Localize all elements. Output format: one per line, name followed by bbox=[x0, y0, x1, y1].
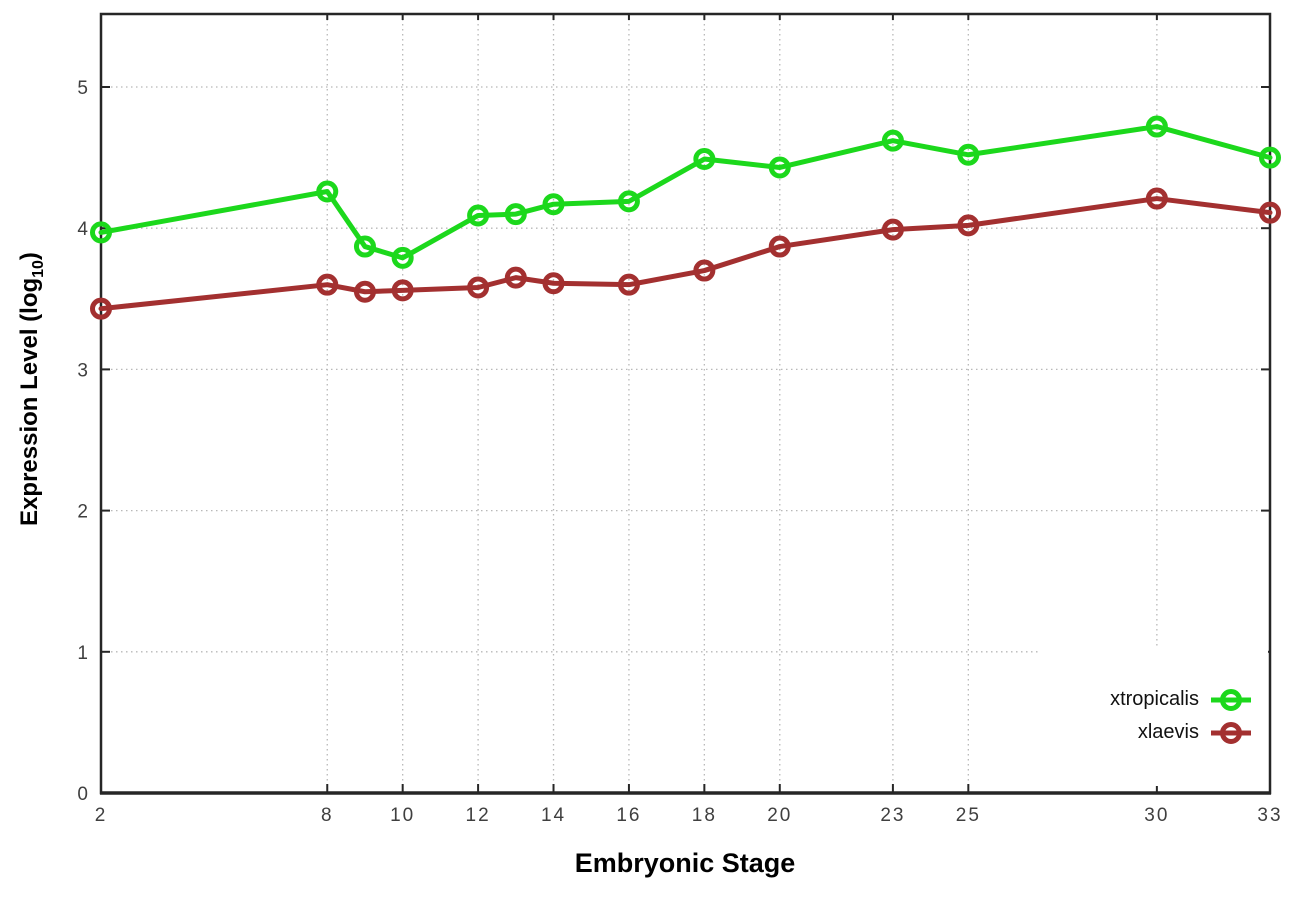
svg-text:2: 2 bbox=[95, 805, 108, 826]
svg-text:2: 2 bbox=[77, 502, 88, 523]
svg-text:12: 12 bbox=[466, 805, 491, 826]
svg-text:33: 33 bbox=[1257, 805, 1282, 826]
svg-text:18: 18 bbox=[692, 805, 717, 826]
svg-text:5: 5 bbox=[77, 78, 88, 99]
svg-text:0: 0 bbox=[77, 784, 88, 805]
legend-label: xlaevis bbox=[1137, 721, 1199, 743]
svg-text:8: 8 bbox=[321, 805, 334, 826]
svg-text:23: 23 bbox=[880, 805, 905, 826]
legend-label: xtropicalis bbox=[1110, 688, 1199, 710]
y-axis-title-subscript: 10 bbox=[29, 260, 47, 278]
svg-text:30: 30 bbox=[1144, 805, 1169, 826]
legend-marker-icon bbox=[1211, 688, 1251, 711]
svg-text:20: 20 bbox=[767, 805, 792, 826]
svg-text:25: 25 bbox=[956, 805, 981, 826]
legend-item-xlaevis: xlaevis bbox=[1138, 716, 1254, 749]
svg-text:4: 4 bbox=[77, 219, 88, 240]
svg-text:3: 3 bbox=[77, 360, 88, 381]
svg-text:14: 14 bbox=[541, 805, 566, 826]
y-axis-title-text: Expression Level (log bbox=[16, 277, 43, 526]
x-axis-title: Embryonic Stage bbox=[574, 848, 796, 878]
legend-item-xtropicalis: xtropicalis bbox=[1110, 683, 1254, 716]
svg-text:10: 10 bbox=[390, 805, 415, 826]
y-axis-title-close: ) bbox=[16, 252, 43, 261]
y-axis-title: Expression Level (log10) bbox=[13, 109, 47, 669]
legend: xtropicalis xlaevis bbox=[1040, 646, 1268, 786]
svg-text:16: 16 bbox=[616, 805, 641, 826]
legend-marker-icon bbox=[1211, 721, 1251, 744]
svg-text:1: 1 bbox=[77, 643, 88, 664]
